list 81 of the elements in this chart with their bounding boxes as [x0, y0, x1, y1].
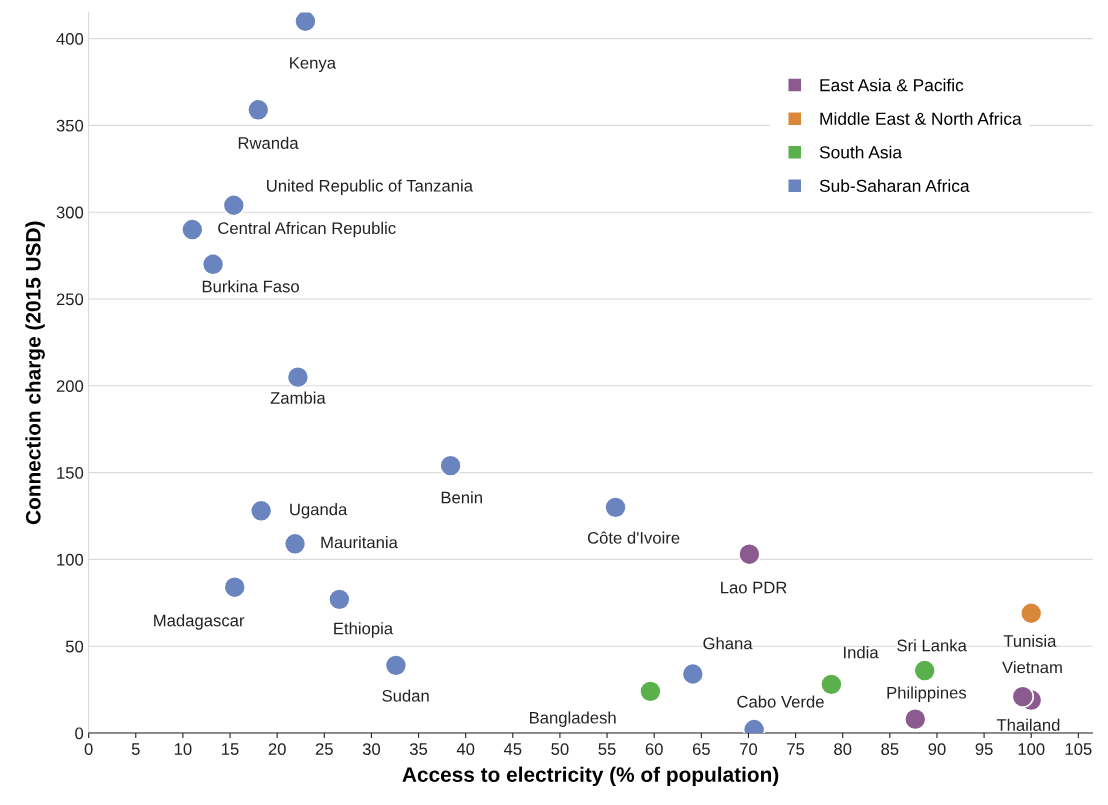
x-tick-label: 100: [1018, 743, 1045, 755]
annotation: Thailand: [996, 718, 1060, 731]
x-tick-label: 15: [222, 743, 239, 755]
point: [1019, 601, 1043, 625]
legend-label: Sub-Saharan Africa: [819, 179, 970, 192]
point: [327, 587, 351, 611]
y-tick-label: 100: [57, 553, 84, 566]
x-tick-label: 50: [551, 743, 569, 755]
y-tick-label: 200: [56, 380, 84, 393]
annotation: Kenya: [290, 57, 337, 73]
x-tick-label: 85: [881, 743, 899, 755]
y-tick-label: 300: [56, 206, 84, 219]
x-tick-label: 90: [928, 743, 946, 755]
annotation: Sri Lanka: [897, 639, 967, 652]
legend-label: Middle East & North Africa: [820, 112, 1022, 125]
x-tick-label: 5: [131, 743, 140, 755]
annotation: Rwanda: [238, 136, 299, 149]
annotation: Burkina Faso: [202, 280, 299, 293]
annotation: Philippines: [887, 686, 967, 702]
point: [820, 673, 843, 696]
point: [246, 98, 270, 122]
annotation: Lao PDR: [721, 581, 787, 594]
x-tick-label: 70: [740, 743, 758, 755]
annotation: Uganda: [290, 503, 348, 519]
point: [604, 495, 627, 519]
y-tick-label: 0: [75, 727, 84, 740]
x-tick-label: 30: [362, 743, 381, 755]
x-tick-label: 25: [315, 743, 333, 755]
x-axis-title: Access to electricity (% of population): [402, 766, 779, 787]
x-tick-label: 55: [598, 743, 616, 755]
point: [1011, 685, 1035, 708]
y-axis-title: Connection charge (2015 USD): [25, 221, 45, 525]
point: [913, 659, 937, 682]
point: [201, 252, 225, 276]
annotation: Tunisia: [1003, 634, 1057, 647]
y-tick-label: 50: [65, 640, 84, 653]
x-tick-label: 105: [1065, 743, 1092, 755]
annotation: Ghana: [703, 637, 753, 650]
annotation: Vietnam: [1002, 661, 1062, 674]
x-tick-label: 80: [834, 743, 852, 755]
point: [439, 454, 462, 478]
annotation: Sudan: [382, 689, 429, 702]
x-tick-label: 20: [268, 743, 286, 755]
x-tick-label: 45: [503, 743, 522, 755]
annotation: Côte d'Ivoire: [587, 531, 680, 544]
legend-label: East Asia & Pacific: [820, 78, 964, 92]
x-tick-label: 75: [787, 743, 805, 755]
point: [286, 365, 310, 389]
point: [639, 679, 662, 703]
annotation: Bangladesh: [529, 711, 616, 727]
point: [384, 653, 408, 677]
y-tick-label: 150: [57, 467, 84, 479]
x-tick-label: 60: [645, 743, 663, 755]
x-tick-label: 10: [174, 743, 192, 755]
annotation: Cabo Verde: [737, 695, 824, 708]
annotation: Zambia: [270, 391, 326, 404]
y-tick-label: 400: [56, 33, 84, 45]
x-tick-label: 35: [409, 743, 428, 755]
annotation: Ethiopia: [334, 622, 394, 638]
point: [681, 662, 705, 686]
point: [223, 575, 247, 599]
annotation: Benin: [441, 491, 482, 504]
point: [283, 532, 307, 556]
annotation: Madagascar: [154, 614, 245, 630]
y-tick-label: 350: [56, 119, 84, 132]
legend-label: South Asia: [819, 145, 903, 159]
point: [294, 12, 317, 33]
point: [222, 193, 246, 217]
annotation: India: [844, 646, 879, 659]
annotation: United Republic of Tanzania: [267, 179, 473, 195]
annotation: Central African Republic: [218, 221, 396, 238]
annotation: Mauritania: [321, 536, 398, 549]
x-tick-label: 0: [84, 743, 93, 755]
point: [180, 218, 204, 241]
x-tick-label: 65: [692, 743, 710, 755]
point: [903, 707, 927, 731]
y-tick-label: 250: [56, 293, 84, 306]
x-tick-label: 40: [456, 743, 475, 755]
point: [738, 542, 761, 566]
point: [249, 499, 273, 523]
x-tick-label: 95: [975, 743, 993, 755]
